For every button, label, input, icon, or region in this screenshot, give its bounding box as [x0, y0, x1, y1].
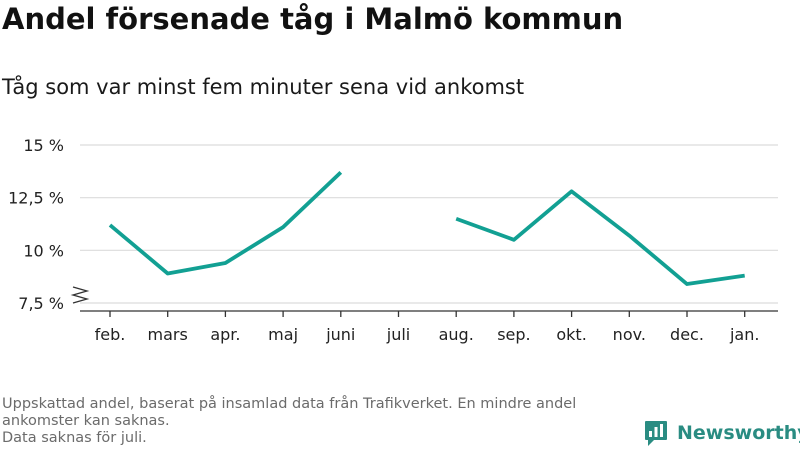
y-tick-label: 12,5 % — [8, 189, 64, 208]
gridlines — [80, 144, 778, 304]
x-tick-label: dec. — [670, 325, 704, 344]
x-tick-label: maj — [268, 325, 298, 344]
brand: Newsworthy — [644, 419, 800, 447]
brand-name: Newsworthy — [677, 422, 800, 444]
x-tick-label: jan. — [729, 325, 759, 344]
x-tick-label: sep. — [497, 325, 530, 344]
series-line — [455, 189, 745, 286]
series-line — [108, 171, 343, 276]
x-tick-label: mars — [148, 325, 188, 344]
x-tick-label: aug. — [439, 325, 474, 344]
axes — [70, 286, 778, 317]
y-tick-label: 10 % — [23, 241, 64, 260]
line-chart: 7,5 % 10 % 12,5 % 15 % feb. mars apr. maj juni ju… — [8, 136, 778, 344]
footnote: Uppskattad andel, baserat på insamlad da… — [2, 396, 627, 447]
axis-break-icon — [70, 286, 90, 304]
x-tick-label: nov. — [613, 325, 646, 344]
footnote-missing-data: Data saknas för juli. — [2, 430, 147, 446]
chart-subtitle: Tåg som var minst fem minuter sena vid a… — [2, 75, 525, 99]
x-tick-label: okt. — [556, 325, 586, 344]
x-tick-label: feb. — [95, 325, 126, 344]
x-tick-label: juni — [325, 325, 355, 344]
tick-labels: 7,5 % 10 % 12,5 % 15 % feb. mars apr. maj juni ju… — [8, 136, 759, 344]
bar-chart-speech-bubble-icon — [645, 421, 667, 446]
y-tick-label: 7,5 % — [18, 294, 64, 313]
chart-title: Andel försenade tåg i Malmö kommun — [2, 2, 624, 36]
footnote-source: Uppskattad andel, baserat på insamlad da… — [2, 396, 577, 429]
series-layer — [108, 171, 745, 286]
y-tick-label: 15 % — [23, 136, 64, 155]
x-tick-label: juli — [386, 325, 410, 344]
x-tick-label: apr. — [210, 325, 240, 344]
